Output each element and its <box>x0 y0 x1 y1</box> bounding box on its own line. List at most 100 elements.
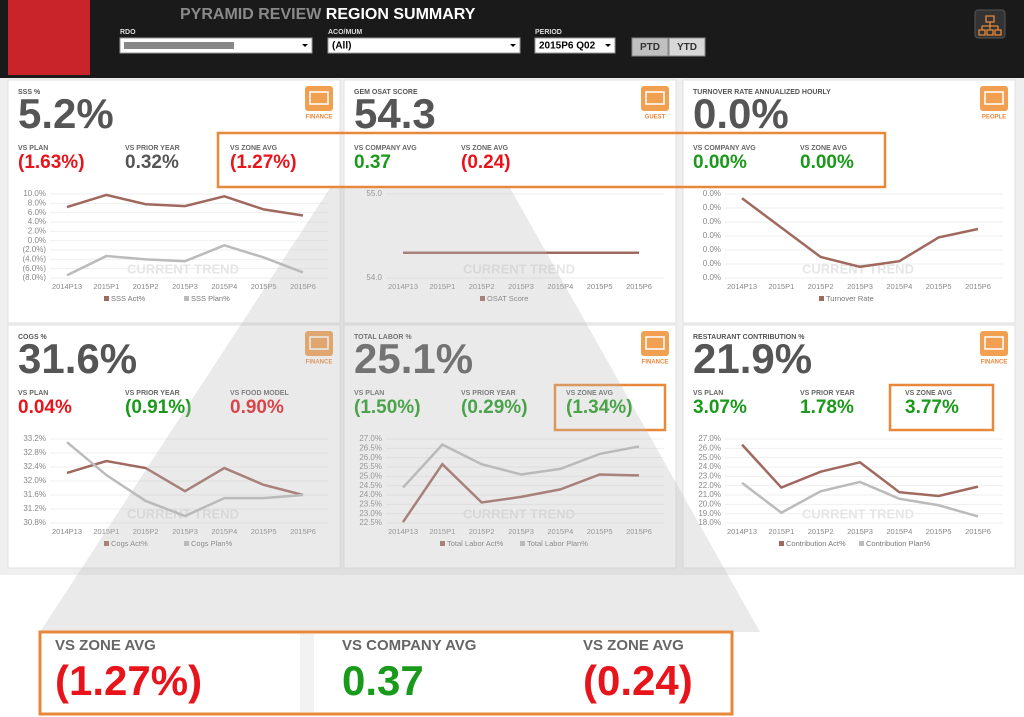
legend-swatch <box>779 541 784 546</box>
comparison-value: (1.50%) <box>354 397 421 418</box>
y-tick-label: 31.6% <box>23 490 46 499</box>
dropdown-arrow <box>302 44 308 47</box>
comparison-value: 0.00% <box>800 152 854 173</box>
panel-value: 5.2% <box>18 90 114 137</box>
comparison-label: VS PRIOR YEAR <box>125 390 180 397</box>
series-line <box>741 197 979 269</box>
button-label: PTD <box>640 42 660 53</box>
legend-label: Turnover Rate <box>826 294 874 303</box>
legend-label: Cogs Plan% <box>191 539 233 548</box>
y-tick-label: 0.0% <box>703 259 721 268</box>
comparison-value: (1.34%) <box>566 397 633 418</box>
category-icon-detail <box>645 91 665 105</box>
x-tick-label: 2015P5 <box>251 527 277 536</box>
x-tick-label: 2015P1 <box>429 282 455 291</box>
x-tick-label: 2015P5 <box>587 282 613 291</box>
zoom-label: VS COMPANY AVG <box>342 637 476 654</box>
comparison-value: 0.37 <box>354 152 391 173</box>
x-tick-label: 2014P13 <box>727 282 757 291</box>
x-tick-label: 2014P13 <box>52 282 82 291</box>
panel-title: TOTAL LABOR % <box>354 334 412 341</box>
panel-value: 25.1% <box>354 335 473 382</box>
y-tick-label: 6.0% <box>28 208 46 217</box>
zoom-label: VS ZONE AVG <box>55 637 156 654</box>
panel-value: 21.9% <box>693 335 812 382</box>
comparison-value: (1.63%) <box>18 152 85 173</box>
hierarchy-icon <box>978 15 1002 36</box>
y-tick-label: 27.0% <box>698 434 721 443</box>
panel <box>682 324 1016 569</box>
comparison-label: VS PLAN <box>18 390 48 397</box>
comparison-value: (0.91%) <box>125 397 192 418</box>
comparison-value: 3.07% <box>693 397 747 418</box>
y-tick-label: 21.0% <box>698 490 721 499</box>
panel <box>7 79 341 324</box>
x-tick-label: 2014P13 <box>727 527 757 536</box>
y-tick-label: 22.5% <box>359 518 382 527</box>
comparison-label: VS PRIOR YEAR <box>800 390 855 397</box>
y-tick-label: 8.0% <box>28 198 46 207</box>
period-button[interactable] <box>631 37 669 57</box>
comparison-value: (0.29%) <box>461 397 528 418</box>
x-tick-label: 2015P3 <box>172 282 198 291</box>
y-tick-label: 19.0% <box>698 509 721 518</box>
filter-label: PERIOD <box>535 29 562 36</box>
series-line <box>66 244 304 277</box>
panel-title: TURNOVER RATE ANNUALIZED HOURLY <box>693 89 831 96</box>
category-tag: GUEST <box>645 115 666 121</box>
y-tick-label: 25.0% <box>359 471 382 480</box>
filter-label: RDO <box>120 29 136 36</box>
x-tick-label: 2015P1 <box>768 527 794 536</box>
x-tick-label: 2015P6 <box>965 527 991 536</box>
y-tick-label: 0.0% <box>703 231 721 240</box>
category-tag: FINANCE <box>642 360 669 366</box>
logo <box>8 0 90 75</box>
category-icon-detail <box>309 336 329 350</box>
y-tick-label: 10.0% <box>23 189 46 198</box>
filter-select[interactable] <box>534 37 616 54</box>
y-tick-label: 20.0% <box>698 499 721 508</box>
x-tick-label: 2015P2 <box>808 527 834 536</box>
y-tick-label: 54.0 <box>366 273 382 282</box>
watermark: CURRENT TREND <box>802 261 914 276</box>
legend-swatch <box>819 296 824 301</box>
watermark: CURRENT TREND <box>463 261 575 276</box>
zoom-value: (0.24) <box>583 657 693 704</box>
button-label: YTD <box>677 42 697 53</box>
panel-title: GEM OSAT SCORE <box>354 89 418 96</box>
y-tick-label: 22.0% <box>698 481 721 490</box>
y-tick-label: 0.0% <box>703 273 721 282</box>
legend-swatch <box>104 296 109 301</box>
highlight-box <box>216 131 887 189</box>
comparison-value: (0.24) <box>461 152 511 173</box>
y-tick-label: 32.4% <box>23 462 46 471</box>
zoom-label: VS ZONE AVG <box>583 637 684 654</box>
zoom-box <box>38 630 734 716</box>
y-tick-label: 25.0% <box>698 453 721 462</box>
dropdown-arrow <box>605 44 611 47</box>
x-tick-label: 2014P13 <box>52 527 82 536</box>
panel <box>343 79 677 324</box>
filter-select[interactable] <box>327 37 521 54</box>
comparison-value: 3.77% <box>905 397 959 418</box>
comparison-value: 0.32% <box>125 152 179 173</box>
legend-swatch <box>440 541 445 546</box>
legend-swatch <box>520 541 525 546</box>
series-line <box>741 480 979 518</box>
period-button[interactable] <box>668 37 706 57</box>
y-tick-label: 23.0% <box>698 471 721 480</box>
x-tick-label: 2014P13 <box>388 527 418 536</box>
y-tick-label: 0.0% <box>703 203 721 212</box>
series-line <box>66 193 304 217</box>
panel <box>7 324 341 569</box>
series-line <box>402 443 640 489</box>
watermark: CURRENT TREND <box>463 506 575 521</box>
legend-label: OSAT Score <box>487 294 528 303</box>
y-tick-label: 0.0% <box>28 236 46 245</box>
y-tick-label: 4.0% <box>28 217 46 226</box>
x-tick-label: 2015P1 <box>93 527 119 536</box>
x-tick-label: 2015P2 <box>808 282 834 291</box>
x-tick-label: 2015P6 <box>965 282 991 291</box>
comparison-label: VS ZONE AVG <box>230 145 278 152</box>
x-tick-label: 2015P3 <box>172 527 198 536</box>
